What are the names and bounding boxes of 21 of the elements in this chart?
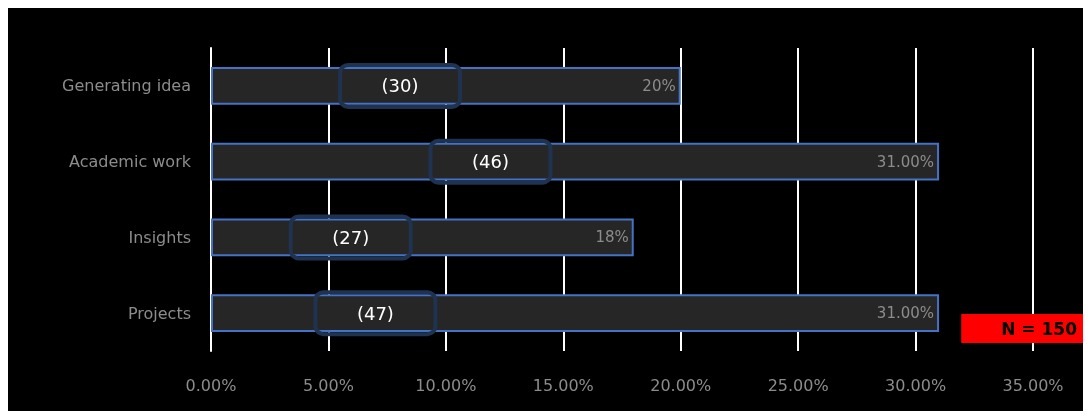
x-tick-label: 15.00% xyxy=(532,375,594,395)
y-tick-label: Insights xyxy=(128,227,191,247)
x-tick-label: 10.00% xyxy=(415,375,477,395)
x-tick-label: 0.00% xyxy=(185,375,237,395)
x-tick-label: 30.00% xyxy=(885,375,947,395)
annotation: N = 150 xyxy=(1001,318,1078,339)
y-tick-label: Generating idea xyxy=(62,76,191,96)
x-tick-label: 35.00% xyxy=(1002,375,1064,395)
annotation: (47) xyxy=(356,302,394,324)
annotation: (30) xyxy=(381,75,419,97)
y-tick-label: Projects xyxy=(127,303,191,323)
x-tick-label: 20.00% xyxy=(650,375,712,395)
x-tick-label: 25.00% xyxy=(767,375,829,395)
x-tick-label: 5.00% xyxy=(303,375,354,395)
data-label: 31.00% xyxy=(876,304,935,323)
y-tick-label: Academic work xyxy=(69,152,192,172)
data-label: 18% xyxy=(595,228,629,247)
annotation: (46) xyxy=(472,151,509,173)
data-label: 20% xyxy=(642,76,676,95)
annotation: (27) xyxy=(332,226,370,248)
data-label: 31.00% xyxy=(876,152,935,171)
